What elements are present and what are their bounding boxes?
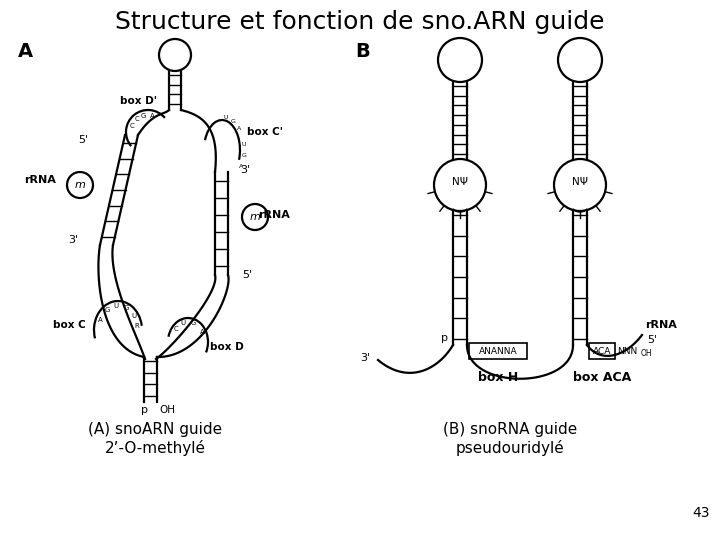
Text: C: C (135, 116, 140, 122)
Text: (B) snoRNA guide: (B) snoRNA guide (443, 422, 577, 437)
Text: U: U (224, 115, 228, 120)
Text: NΨ: NΨ (452, 177, 468, 187)
Text: 5': 5' (242, 270, 252, 280)
Text: rRNA: rRNA (258, 210, 290, 220)
Text: rRNA: rRNA (645, 320, 677, 330)
Text: G: G (241, 153, 246, 158)
Text: ANANNA: ANANNA (479, 347, 517, 355)
Text: A: A (99, 317, 103, 323)
Text: 3': 3' (68, 235, 78, 245)
Text: G: G (123, 305, 129, 311)
Text: rRNA: rRNA (24, 175, 56, 185)
Text: p: p (441, 333, 448, 343)
Text: ACA: ACA (593, 347, 611, 355)
Text: U: U (131, 313, 136, 319)
Text: NNN: NNN (617, 347, 637, 355)
Text: m: m (250, 212, 261, 222)
Bar (469, 343, 527, 359)
Text: Structure et fonction de sno.ARN guide: Structure et fonction de sno.ARN guide (115, 10, 605, 34)
Text: box ACA: box ACA (573, 371, 631, 384)
Text: 5': 5' (78, 135, 88, 145)
Text: NΨ: NΨ (572, 177, 588, 187)
Text: A: A (150, 112, 155, 119)
Text: 3': 3' (360, 353, 370, 363)
Text: 5': 5' (647, 335, 657, 345)
Circle shape (159, 39, 191, 71)
Text: G: G (191, 320, 196, 326)
Circle shape (67, 172, 93, 198)
Text: 3': 3' (240, 165, 250, 175)
Text: G: G (141, 112, 146, 119)
Text: A: A (237, 126, 241, 131)
Text: G: G (230, 119, 235, 124)
Text: OH: OH (159, 405, 175, 415)
Text: A: A (239, 164, 243, 169)
Text: G: G (104, 307, 109, 313)
Text: U: U (241, 142, 246, 147)
Circle shape (558, 38, 602, 82)
Circle shape (434, 159, 486, 211)
Text: box H: box H (478, 371, 518, 384)
Text: pseudouridylé: pseudouridylé (456, 440, 564, 456)
Text: 2’-O-methylé: 2’-O-methylé (104, 440, 205, 456)
Text: box C: box C (53, 320, 86, 330)
Text: m: m (75, 180, 86, 190)
Text: (A) snoARN guide: (A) snoARN guide (88, 422, 222, 437)
Text: B: B (355, 42, 370, 61)
Text: 43: 43 (693, 506, 710, 520)
Text: box C': box C' (247, 127, 283, 137)
Bar (589, 343, 615, 359)
Circle shape (554, 159, 606, 211)
Text: C: C (174, 326, 178, 332)
Text: p: p (140, 405, 148, 415)
Text: A: A (18, 42, 33, 61)
Text: box D': box D' (120, 96, 156, 106)
Text: R: R (135, 323, 139, 329)
Text: U: U (114, 303, 119, 309)
Circle shape (242, 204, 268, 230)
Text: U: U (180, 320, 185, 326)
Text: box D: box D (210, 342, 244, 352)
Text: C: C (130, 123, 135, 129)
Circle shape (438, 38, 482, 82)
Text: OH: OH (641, 349, 652, 359)
Text: A: A (199, 329, 204, 335)
